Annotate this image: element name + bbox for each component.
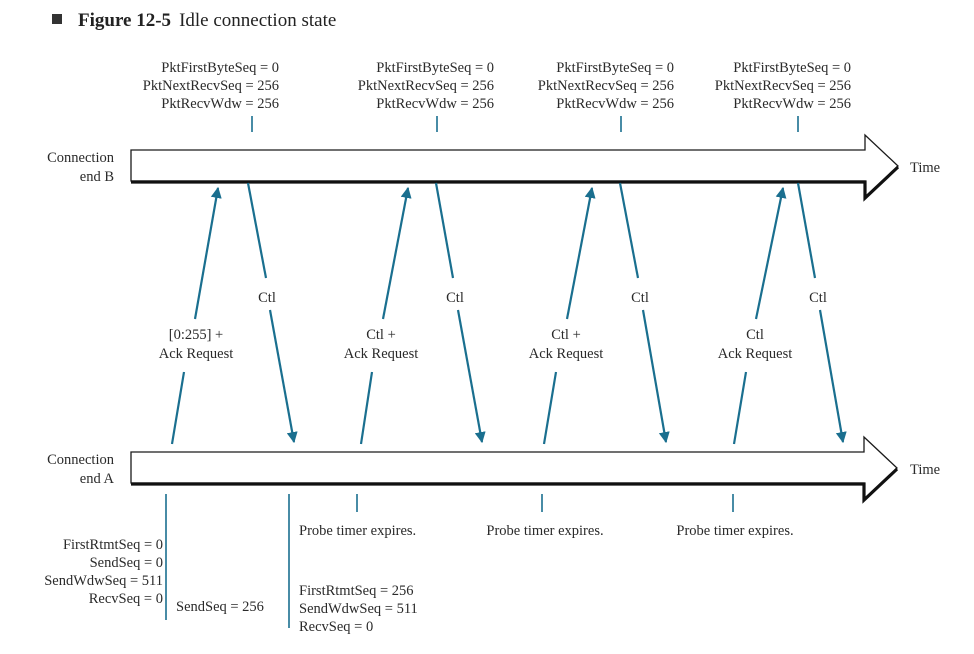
svg-text:SendSeq = 256: SendSeq = 256: [176, 599, 264, 615]
probe-timer-event-3: Probe timer expires.: [676, 494, 794, 539]
figure-number: Figure 12-5: [78, 10, 172, 31]
timeline-b-label: Connection: [47, 150, 115, 166]
svg-text:PktFirstByteSeq = 0: PktFirstByteSeq = 0: [733, 60, 851, 76]
svg-text:Ctl +: Ctl +: [366, 327, 396, 343]
svg-text:Ctl: Ctl: [258, 290, 276, 306]
svg-text:PktFirstByteSeq = 0: PktFirstByteSeq = 0: [376, 60, 494, 76]
svg-text:Probe timer expires.: Probe timer expires.: [676, 523, 793, 539]
svg-text:FirstRtmtSeq = 256: FirstRtmtSeq = 256: [299, 583, 414, 599]
time-arrow-shape: [130, 133, 899, 199]
svg-text:PktRecvWdw = 256: PktRecvWdw = 256: [733, 96, 851, 112]
message-ctl-reply: Ctl: [434, 182, 486, 444]
timeline-end-b: Connection end B Time: [47, 133, 940, 202]
message-ctl-ack-request: Ctl Ack Request: [718, 186, 793, 445]
end-b-state-4: PktFirstByteSeq = 0 PktNextRecvSeq = 256…: [715, 60, 851, 132]
svg-text:SendWdwSeq = 511: SendWdwSeq = 511: [44, 573, 163, 589]
svg-text:PktNextRecvSeq = 256: PktNextRecvSeq = 256: [143, 78, 279, 94]
message-ctl-reply: Ctl: [796, 182, 847, 444]
end-b-state-1: PktFirstByteSeq = 0 PktNextRecvSeq = 256…: [143, 60, 279, 132]
message-data-ack-request: [0:255] + Ack Request: [159, 186, 234, 445]
timeline-a-label: Connection: [47, 452, 115, 468]
message-ctl-ack-request: Ctl + Ack Request: [344, 186, 419, 445]
time-axis-label: Time: [910, 160, 940, 176]
svg-text:PktRecvWdw = 256: PktRecvWdw = 256: [376, 96, 494, 112]
svg-text:PktFirstByteSeq = 0: PktFirstByteSeq = 0: [161, 60, 279, 76]
svg-text:Probe timer expires.: Probe timer expires.: [486, 523, 603, 539]
svg-text:PktNextRecvSeq = 256: PktNextRecvSeq = 256: [358, 78, 494, 94]
end-a-initial-state: FirstRtmtSeq = 0 SendSeq = 0 SendWdwSeq …: [44, 494, 264, 620]
svg-text:PktNextRecvSeq = 256: PktNextRecvSeq = 256: [538, 78, 674, 94]
svg-text:Ctl +: Ctl +: [551, 327, 581, 343]
svg-text:Ack Request: Ack Request: [529, 346, 604, 362]
svg-text:Probe timer expires.: Probe timer expires.: [299, 523, 416, 539]
figure-title: Figure 12-5 Idle connection state: [52, 10, 336, 32]
svg-text:[0:255] +: [0:255] +: [169, 327, 224, 343]
svg-text:PktNextRecvSeq = 256: PktNextRecvSeq = 256: [715, 78, 851, 94]
bullet-square-icon: [52, 14, 62, 24]
svg-text:PktRecvWdw = 256: PktRecvWdw = 256: [161, 96, 279, 112]
svg-text:Ack Request: Ack Request: [159, 346, 234, 362]
svg-text:SendSeq = 0: SendSeq = 0: [90, 555, 163, 571]
svg-text:SendWdwSeq = 511: SendWdwSeq = 511: [299, 601, 418, 617]
svg-text:FirstRtmtSeq = 0: FirstRtmtSeq = 0: [63, 537, 163, 553]
svg-text:end A: end A: [80, 471, 115, 487]
message-ctl-reply: Ctl: [246, 182, 298, 444]
end-b-state-2: PktFirstByteSeq = 0 PktNextRecvSeq = 256…: [358, 60, 494, 132]
probe-timer-event-2: Probe timer expires.: [486, 494, 604, 539]
message-ctl-ack-request: Ctl + Ack Request: [529, 186, 604, 445]
end-b-state-3: PktFirstByteSeq = 0 PktNextRecvSeq = 256…: [538, 60, 674, 132]
end-a-after-ctl-state: Probe timer expires. FirstRtmtSeq = 256 …: [288, 494, 418, 635]
svg-text:end B: end B: [80, 169, 114, 185]
svg-text:Ctl: Ctl: [446, 290, 464, 306]
svg-text:Ack Request: Ack Request: [344, 346, 419, 362]
time-arrow-shadow: [131, 467, 899, 504]
time-arrow-shadow: [131, 165, 900, 202]
time-axis-label: Time: [910, 462, 940, 478]
svg-text:RecvSeq = 0: RecvSeq = 0: [89, 591, 163, 607]
svg-text:RecvSeq = 0: RecvSeq = 0: [299, 619, 373, 635]
svg-text:Ctl: Ctl: [631, 290, 649, 306]
svg-text:PktRecvWdw = 256: PktRecvWdw = 256: [556, 96, 674, 112]
figure-caption: Idle connection state: [179, 10, 337, 31]
svg-text:Ctl: Ctl: [746, 327, 764, 343]
svg-text:Ctl: Ctl: [809, 290, 827, 306]
svg-text:Ack Request: Ack Request: [718, 346, 793, 362]
time-arrow-shape: [130, 435, 898, 501]
message-ctl-reply: Ctl: [618, 182, 670, 444]
svg-text:PktFirstByteSeq = 0: PktFirstByteSeq = 0: [556, 60, 674, 76]
timeline-end-a: Connection end A Time: [47, 435, 940, 504]
